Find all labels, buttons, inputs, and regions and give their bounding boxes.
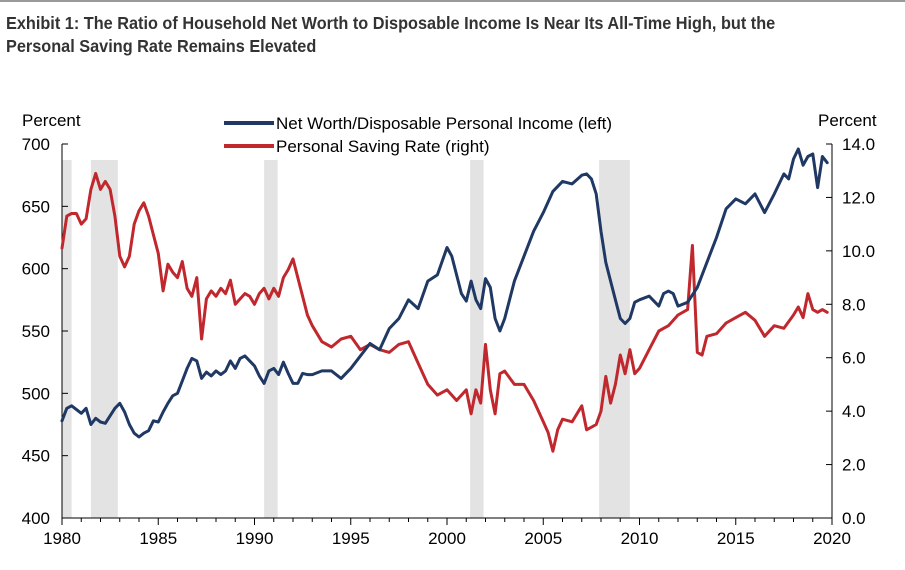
tick-labels: 400 450 500 550 600 650 700 0.0 2.0 4.0 6.0 8.0 10.0…: [22, 135, 875, 548]
legend-label-saving-rate: Personal Saving Rate (right): [276, 137, 490, 156]
x-tick-label-2010: 2010: [621, 529, 659, 548]
net-worth-line: [60, 147, 829, 439]
left-tick-label-700: 700: [22, 135, 50, 154]
recession-band-1: [90, 160, 118, 518]
right-tick-label-12: 12.0: [842, 188, 875, 207]
right-axis-label: Percent: [818, 111, 877, 130]
tick-marks: [61, 143, 833, 525]
x-tick-label-2015: 2015: [717, 529, 755, 548]
recession-band-2: [264, 160, 278, 518]
left-tick-label-450: 450: [22, 447, 50, 466]
right-tick-label-8: 8.0: [842, 295, 866, 314]
right-tick-label-10: 10.0: [842, 242, 875, 261]
top-divider: [0, 0, 905, 2]
left-tick-label-400: 400: [22, 509, 50, 528]
axes: [61, 144, 833, 519]
recession-band-3: [470, 160, 484, 518]
right-tick-label-2: 2.0: [842, 456, 866, 475]
x-tick-label-1985: 1985: [139, 529, 177, 548]
chart-title: Exhibit 1: The Ratio of Household Net Wo…: [6, 13, 776, 56]
saving-rate-line: [60, 171, 829, 453]
recession-band-0: [62, 160, 72, 518]
left-tick-label-650: 650: [22, 197, 50, 216]
x-tick-label-1990: 1990: [236, 529, 274, 548]
right-tick-label-0: 0.0: [842, 509, 866, 528]
x-tick-label-1980: 1980: [43, 529, 81, 548]
recession-band-4: [599, 160, 630, 518]
x-tick-label-1995: 1995: [332, 529, 370, 548]
left-axis-label: Percent: [22, 111, 81, 130]
x-tick-label-2000: 2000: [428, 529, 466, 548]
legend-label-net-worth: Net Worth/Disposable Personal Income (le…: [276, 114, 612, 133]
left-tick-label-500: 500: [22, 384, 50, 403]
left-tick-label-550: 550: [22, 322, 50, 341]
right-tick-label-4: 4.0: [842, 402, 866, 421]
right-tick-label-6: 6.0: [842, 349, 866, 368]
series-lines: [60, 147, 829, 453]
right-tick-label-14: 14.0: [842, 135, 875, 154]
legend: Net Worth/Disposable Personal Income (le…: [224, 114, 612, 156]
x-tick-label-2005: 2005: [524, 529, 562, 548]
x-tick-label-2020: 2020: [813, 529, 851, 548]
recession-bands: [62, 160, 630, 518]
left-tick-label-600: 600: [22, 260, 50, 279]
